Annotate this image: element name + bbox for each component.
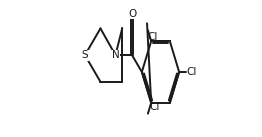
Text: O: O: [128, 8, 136, 18]
Text: S: S: [82, 50, 88, 60]
Text: N: N: [112, 50, 119, 60]
Text: Cl: Cl: [187, 67, 197, 77]
Text: Cl: Cl: [147, 32, 158, 42]
Text: Cl: Cl: [149, 102, 159, 112]
